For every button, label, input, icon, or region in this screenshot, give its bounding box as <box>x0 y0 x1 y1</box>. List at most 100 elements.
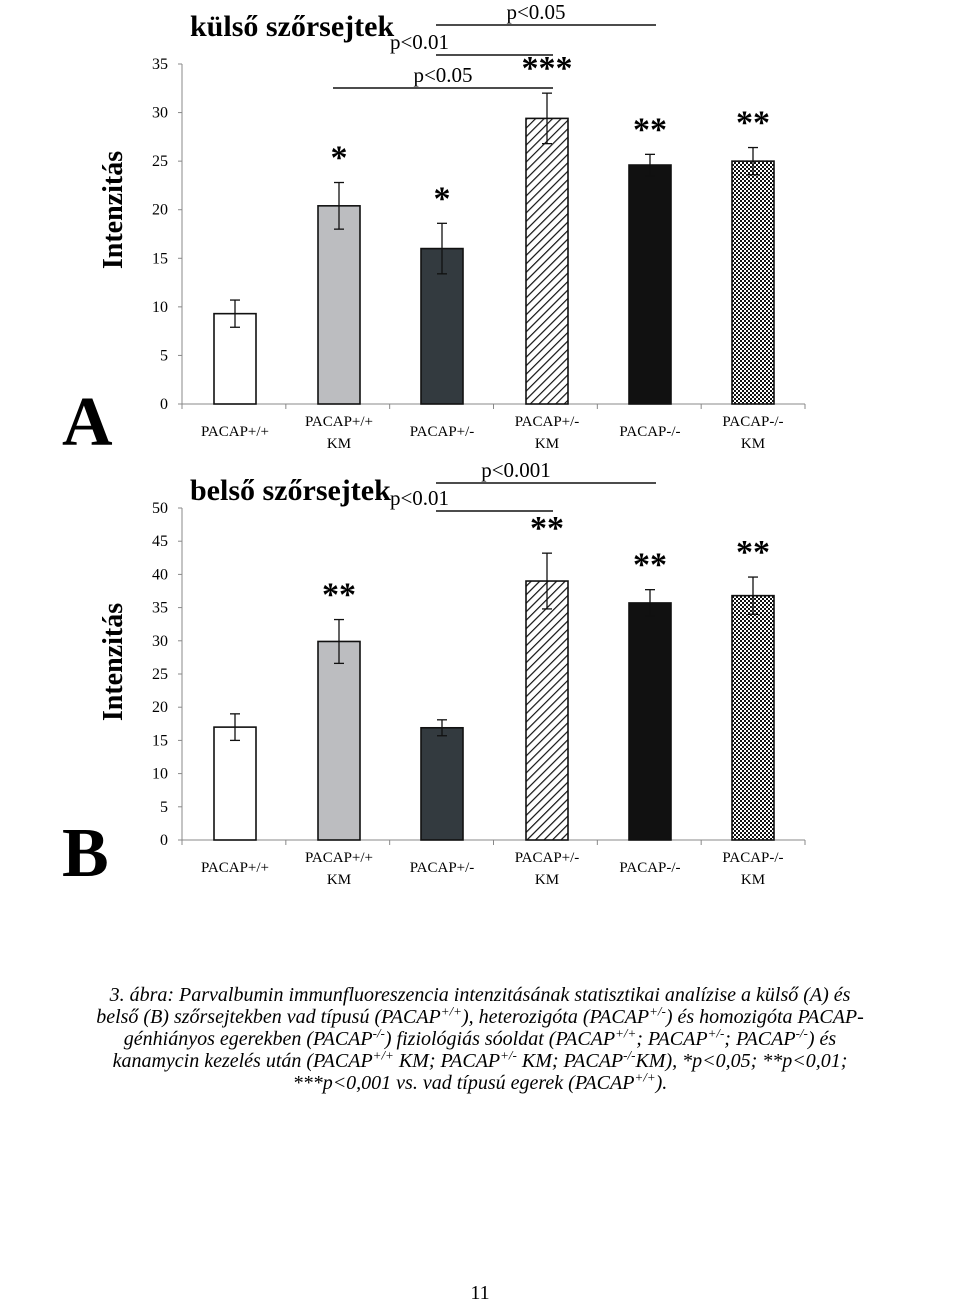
y-tick-label: 20 <box>152 699 168 716</box>
caption-text: kanamycin kezelés után (PACAP <box>112 1050 373 1072</box>
caption-line: belső (B) szőrsejtekben vad típusú (PACA… <box>0 1003 960 1028</box>
y-tick-label: 35 <box>152 56 168 73</box>
x-tick-label: PACAP-/- <box>619 860 680 876</box>
caption-text: KM; PACAP <box>393 1050 501 1072</box>
x-tick-label: PACAP+/+ <box>201 424 269 440</box>
figure-caption: 3. ábra: Parvalbumin immunfluoreszencia … <box>0 984 960 1094</box>
caption-text: ) és homozigóta PACAP- <box>665 1006 864 1028</box>
caption-text: ***p<0,001 vs. vad típusú egerek (PACAP <box>292 1072 635 1094</box>
significance-stars: ** <box>633 547 667 584</box>
y-tick-label: 5 <box>160 799 168 816</box>
caption-text: KM), *p<0,05; **p<0,01; <box>635 1050 848 1072</box>
p-value-label: p<0.05 <box>413 63 472 87</box>
y-tick-label: 0 <box>160 396 168 413</box>
bar <box>525 580 569 841</box>
p-value-label: p<0.01 <box>390 30 449 54</box>
caption-superscript: +/+ <box>634 1069 656 1085</box>
y-tick-label: 25 <box>152 153 168 170</box>
x-tick-label: KM <box>327 872 351 888</box>
x-tick-label: PACAP+/- <box>410 860 475 876</box>
x-tick-label: PACAP-/- <box>722 850 783 866</box>
bar <box>420 726 464 841</box>
bar <box>525 117 569 405</box>
caption-superscript: -/- <box>372 1025 385 1041</box>
x-tick-label: KM <box>535 436 559 452</box>
bar <box>731 594 775 841</box>
x-tick-label: PACAP+/- <box>410 424 475 440</box>
significance-stars: ** <box>633 111 667 148</box>
caption-text: ; PACAP <box>724 1028 796 1050</box>
caption-superscript: -/- <box>623 1047 636 1063</box>
caption-superscript: -/- <box>795 1025 808 1041</box>
y-tick-label: 30 <box>152 105 168 122</box>
y-tick-label: 35 <box>152 600 168 617</box>
significance-stars: ** <box>530 510 564 547</box>
caption-text: génhiányos egerekben (PACAP <box>123 1028 373 1050</box>
bar <box>628 164 672 405</box>
y-tick-label: 30 <box>152 633 168 650</box>
y-tick-label: 15 <box>152 732 168 749</box>
caption-text: ). <box>655 1072 668 1094</box>
caption-text: KM; PACAP <box>516 1050 624 1072</box>
x-tick-label: PACAP+/- <box>515 850 580 866</box>
caption-text: ) és <box>807 1028 837 1050</box>
x-tick-label: PACAP-/- <box>619 424 680 440</box>
p-value-label: p<0.05 <box>506 0 565 24</box>
y-tick-label: 5 <box>160 347 168 364</box>
caption-line: kanamycin kezelés után (PACAP+/+ KM; PAC… <box>0 1047 960 1072</box>
caption-text: ; PACAP <box>636 1028 708 1050</box>
significance-stars: ** <box>736 105 770 142</box>
significance-stars: * <box>434 180 451 217</box>
y-tick-label: 40 <box>152 566 168 583</box>
y-tick-label: 20 <box>152 202 168 219</box>
caption-superscript: +/+ <box>440 1003 462 1019</box>
caption-superscript: +/- <box>649 1003 666 1019</box>
y-axis-label: Intenzitás <box>98 603 129 721</box>
caption-text: belső (B) szőrsejtekben vad típusú (PACA… <box>96 1006 441 1028</box>
figure: A Intenzitás külső szőrsejtek 0 5 10 15 20 25 30 3… <box>62 0 806 892</box>
bar <box>213 726 257 841</box>
caption-text: 3. ábra: Parvalbumin immunfluoreszencia … <box>109 984 851 1006</box>
panel-b-chart: B Intenzitás belső szőrsejtek 0 5 10 15 20 25 30 3… <box>62 458 806 892</box>
bar <box>317 205 361 405</box>
bar <box>628 602 672 841</box>
y-tick-label: 45 <box>152 533 168 550</box>
x-tick-label: PACAP+/+ <box>305 414 373 430</box>
y-tick-label: 50 <box>152 500 168 517</box>
p-value-label: p<0.001 <box>481 458 551 482</box>
caption-superscript: +/+ <box>615 1025 637 1041</box>
x-tick-label: PACAP-/- <box>722 414 783 430</box>
significance-stars: ** <box>322 577 356 614</box>
y-tick-label: 15 <box>152 250 168 267</box>
significance-stars: *** <box>522 50 573 87</box>
bar <box>213 312 257 405</box>
y-axis-label: Intenzitás <box>98 151 129 269</box>
y-tick-label: 25 <box>152 666 168 683</box>
panel-a-chart: A Intenzitás külső szőrsejtek 0 5 10 15 20 25 30 3… <box>62 0 806 461</box>
caption-line: génhiányos egerekben (PACAP-/-) fiziológ… <box>0 1025 960 1050</box>
caption-text: ) fiziológiás sóoldat (PACAP <box>384 1028 616 1050</box>
y-tick-label: 10 <box>152 766 168 783</box>
caption-superscript: +/+ <box>372 1047 394 1063</box>
panel-letter: B <box>62 815 109 892</box>
caption-superscript: +/- <box>500 1047 517 1063</box>
x-tick-label: PACAP+/- <box>515 414 580 430</box>
x-tick-label: PACAP+/+ <box>201 860 269 876</box>
bar <box>317 640 361 841</box>
caption-line: ***p<0,001 vs. vad típusú egerek (PACAP+… <box>0 1069 960 1094</box>
significance-stars: ** <box>736 534 770 571</box>
panel-letter: A <box>62 384 113 461</box>
page-number: 11 <box>470 1282 490 1304</box>
x-tick-label: PACAP+/+ <box>305 850 373 866</box>
y-tick-label: 0 <box>160 832 168 849</box>
panel-title: külső szőrsejtek <box>190 10 394 43</box>
p-value-label: p<0.01 <box>390 486 449 510</box>
x-tick-label: KM <box>535 872 559 888</box>
significance-stars: * <box>331 140 348 177</box>
x-tick-label: KM <box>327 436 351 452</box>
panel-title: belső szőrsejtek <box>190 474 391 507</box>
bar <box>731 160 775 405</box>
caption-superscript: +/- <box>707 1025 725 1041</box>
y-tick-label: 10 <box>152 299 168 316</box>
caption-text: ), heterozigóta (PACAP <box>461 1006 650 1028</box>
